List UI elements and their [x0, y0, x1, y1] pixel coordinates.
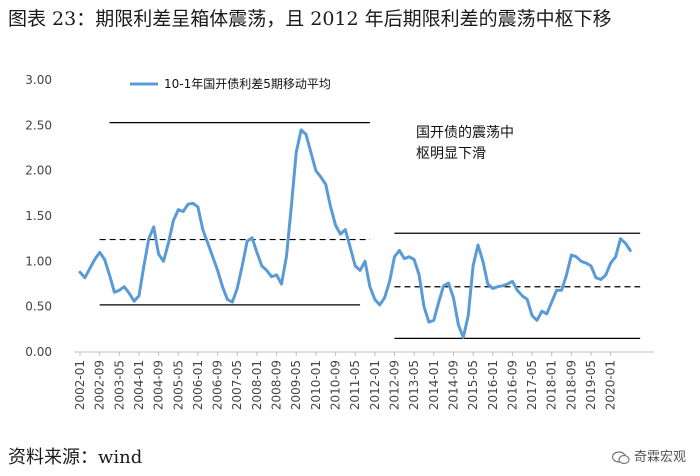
x-tick-label: 2004-01	[132, 360, 146, 410]
line-chart: 0.000.501.001.502.002.503.00 2002-01 2002…	[25, 73, 654, 410]
x-tick-label: 2004-09	[152, 360, 166, 410]
wechat-icon	[611, 450, 630, 464]
y-tick-label: 1.50	[25, 209, 52, 223]
x-tick-label: 2017-05	[525, 360, 539, 410]
x-tick-label: 2008-01	[250, 360, 264, 410]
x-tick-label: 2014-09	[446, 360, 460, 410]
x-tick-label: 2020-01	[604, 360, 618, 410]
x-tick-label: 2006-01	[191, 360, 205, 410]
y-tick-label: 2.50	[25, 118, 52, 132]
x-tick-label: 2009-05	[289, 360, 303, 410]
x-tick-label: 2003-05	[112, 360, 126, 410]
x-tick-label: 2006-09	[211, 360, 225, 410]
x-tick-label: 2008-09	[270, 360, 284, 410]
x-tick-label: 2002-01	[73, 360, 87, 410]
x-tick-label: 2005-05	[171, 360, 185, 410]
figure-title: 图表 23：期限利差呈箱体震荡，且 2012 年后期限利差的震荡中枢下移	[8, 8, 612, 30]
x-tick-label: 2018-09	[564, 360, 578, 410]
legend-label: 10-1年国开债利差5期移动平均	[164, 77, 331, 91]
watermark-text: 奇霖宏观	[633, 450, 686, 465]
x-tick-label: 2016-09	[505, 360, 519, 410]
annotation-line-1: 国开债的震荡中	[416, 125, 514, 141]
y-tick-label: 0.50	[25, 300, 52, 314]
x-axis: 2002-01 2002-09 2003-05 2004-01 2004-09 2005-…	[73, 352, 618, 410]
x-tick-label: 2019-05	[584, 360, 598, 410]
source-note: 资料来源：wind	[8, 447, 143, 468]
x-tick-label: 2012-01	[368, 360, 382, 410]
x-tick-label: 2002-09	[93, 360, 107, 410]
y-axis: 0.00 0.50 1.00 1.50 2.00 2.50 3.00	[25, 73, 52, 359]
annotation: 国开债的震荡中 枢明显下滑	[416, 125, 514, 162]
y-tick-label: 1.00	[25, 254, 52, 268]
x-tick-label: 2018-01	[545, 360, 559, 410]
reference-lines	[99, 122, 641, 339]
y-tick-label: 0.00	[25, 345, 52, 359]
x-tick-label: 2010-09	[329, 360, 343, 410]
legend: 10-1年国开债利差5期移动平均	[130, 77, 331, 91]
x-tick-label: 2013-05	[407, 360, 421, 410]
x-tick-label: 2015-05	[466, 360, 480, 410]
y-tick-label: 3.00	[25, 73, 52, 87]
series-line	[78, 128, 632, 339]
x-tick-label: 2011-05	[348, 360, 362, 410]
watermark: 奇霖宏观	[611, 446, 686, 470]
y-tick-label: 2.00	[25, 164, 52, 178]
annotation-line-2: 枢明显下滑	[416, 145, 486, 162]
x-tick-label: 2012-09	[387, 360, 401, 410]
x-tick-label: 2010-01	[309, 360, 323, 410]
x-tick-label: 2016-01	[486, 360, 500, 410]
x-tick-label: 2014-01	[427, 360, 441, 410]
x-tick-label: 2007-05	[230, 360, 244, 410]
